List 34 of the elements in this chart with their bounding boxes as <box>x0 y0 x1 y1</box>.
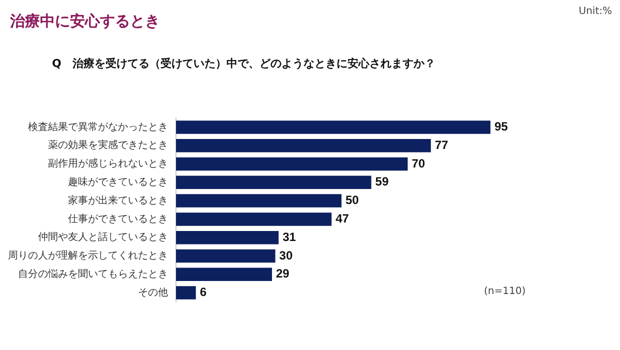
y-tick-label: 薬の効果を実感できたとき <box>48 139 168 152</box>
y-tick-label: 周りの人が理解を示してくれたとき <box>8 250 168 262</box>
y-tick-label: 仕事ができているとき <box>68 212 168 225</box>
data-label: 50 <box>346 193 360 208</box>
y-tick-label: 仲間や友人と話しているとき <box>38 231 168 244</box>
data-label: 6 <box>200 285 207 300</box>
data-label: 70 <box>412 156 426 170</box>
bar <box>176 212 332 226</box>
y-tick-label: 副作用が感じられないとき <box>48 158 168 170</box>
bar <box>176 268 272 282</box>
bar <box>176 249 276 263</box>
data-label: 31 <box>282 230 296 244</box>
bar <box>176 120 490 134</box>
data-label: 30 <box>279 248 293 262</box>
data-label: 29 <box>276 266 290 281</box>
y-tick-label: 趣味ができているとき <box>68 176 168 188</box>
data-label: 95 <box>494 120 508 134</box>
y-tick-label: 自分の悩みを聞いてもらえたとき <box>18 268 168 280</box>
bar <box>176 157 408 171</box>
data-label: 47 <box>336 212 350 226</box>
data-label: 77 <box>434 138 449 152</box>
annotation: (n=110) <box>484 286 526 297</box>
chart-title: 治療中に安心するとき <box>10 12 160 31</box>
y-tick-label: その他 <box>138 286 168 298</box>
bar <box>176 286 196 300</box>
bar <box>176 138 431 152</box>
bar <box>176 176 372 190</box>
y-tick-label: 検査結果で異常がなかったとき <box>28 120 168 133</box>
y-tick-label: 家事が出来ているとき <box>68 194 168 206</box>
bar <box>176 194 342 208</box>
chart-subtitle: Q 治療を受けてる（受けていた）中で、どのようなときに安心されますか？ <box>52 56 436 71</box>
text: Unit:% <box>578 6 612 17</box>
bar <box>176 230 279 244</box>
data-label: 59 <box>375 174 389 189</box>
